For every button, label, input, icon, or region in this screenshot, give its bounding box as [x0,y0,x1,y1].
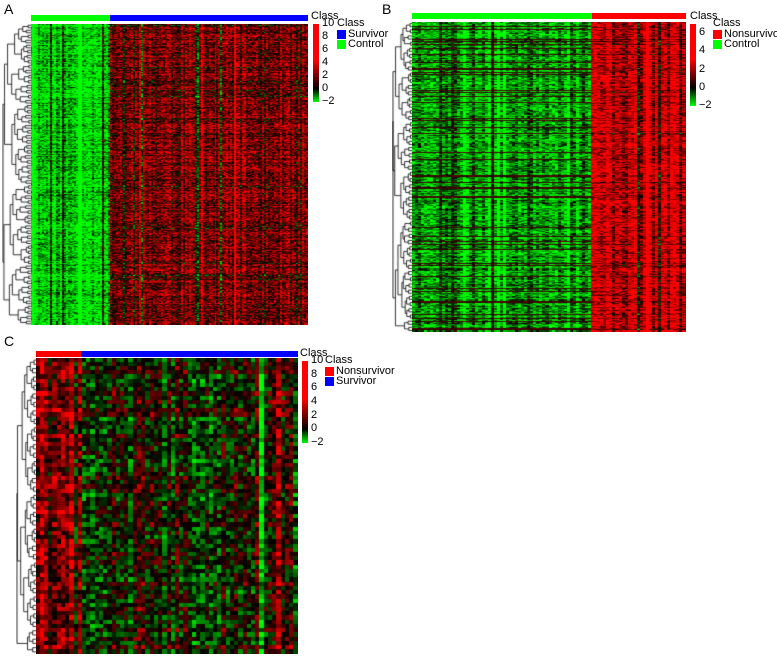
colorbar-tick-label: −2 [311,436,324,448]
class-segment-nonsurvivor [36,351,81,357]
row-dendrogram [16,358,36,654]
colorbar-title: Class [311,10,339,22]
colorbar-tick-label: 2 [699,62,706,75]
legend-swatch-survivor [337,29,346,39]
panel-label: A [4,1,14,17]
legend-swatch-survivor [325,376,334,386]
legend-label: Nonsurvivor [724,27,777,40]
legend-label: Survivor [336,374,377,387]
class-segment-survivor [109,15,308,21]
column-class-bar [412,13,686,19]
class-segment-survivor [80,351,298,357]
class-segment-control [412,13,593,19]
legend-item: Survivor [325,374,395,387]
column-class-bar [36,351,298,357]
colorbar-tick-label: 4 [322,56,329,68]
legend-item: Nonsurvivor [713,27,777,40]
legend-label: Survivor [348,27,389,40]
legend-swatch-control [337,39,346,49]
heatmap-grid [31,24,308,325]
colorbar-tick-label: 10 [311,354,324,366]
class-segment-nonsurvivor [592,13,686,19]
legend-title: Class [325,354,353,366]
panel-label: C [4,333,15,349]
legend-title: Class [337,17,365,29]
legend-item: Control [337,37,388,50]
heatmap-grid [412,22,686,332]
class-legend: Class Nonsurvivor Control [713,18,777,49]
legend-item: Control [713,37,777,50]
colorbar-tick-label: 8 [311,367,318,380]
row-dendrogram [2,24,31,325]
legend-item: Survivor [337,27,389,40]
colorbar-title: Class [300,347,328,359]
colorbar-title: Class [690,10,718,22]
colorbar-tick-label: 4 [699,44,706,57]
column-class-bar [31,15,308,21]
class-legend: Class Survivor Control [337,18,388,49]
colorbar-tick-label: −2 [322,95,335,107]
color-scale-bar [690,24,696,106]
class-legend: Class Nonsurvivor Survivor [325,355,395,386]
class-segment-control [31,15,110,21]
colorbar-tick-label: 2 [311,408,318,421]
legend-label: Control [348,37,384,50]
colorbar-tick-label: 6 [699,26,706,39]
legend-label: Control [724,37,760,50]
heatmap-grid [36,358,298,654]
colorbar-tick-label: 6 [311,381,318,394]
legend-swatch-nonsurvivor [325,366,334,376]
colorbar-tick-label: 10 [322,17,335,29]
colorbar-tick-label: 6 [322,43,329,55]
row-dendrogram [392,22,412,332]
colorbar-tick-label: 4 [311,395,318,407]
colorbar-tick-label: 2 [322,69,329,81]
legend-title: Class [713,17,741,29]
panel-label: B [382,1,392,17]
legend-swatch-nonsurvivor [713,29,722,39]
color-scale-bar [302,361,308,443]
legend-swatch-control [713,39,722,49]
legend-label: Nonsurvivor [336,364,395,377]
color-scale-bar [313,24,319,102]
colorbar-tick-label: 0 [699,80,706,93]
colorbar-tick-label: 0 [322,82,329,94]
colorbar-tick-label: 0 [311,422,318,435]
colorbar-tick-label: −2 [699,99,712,111]
colorbar-tick-label: 8 [322,30,329,42]
legend-item: Nonsurvivor [325,364,395,377]
